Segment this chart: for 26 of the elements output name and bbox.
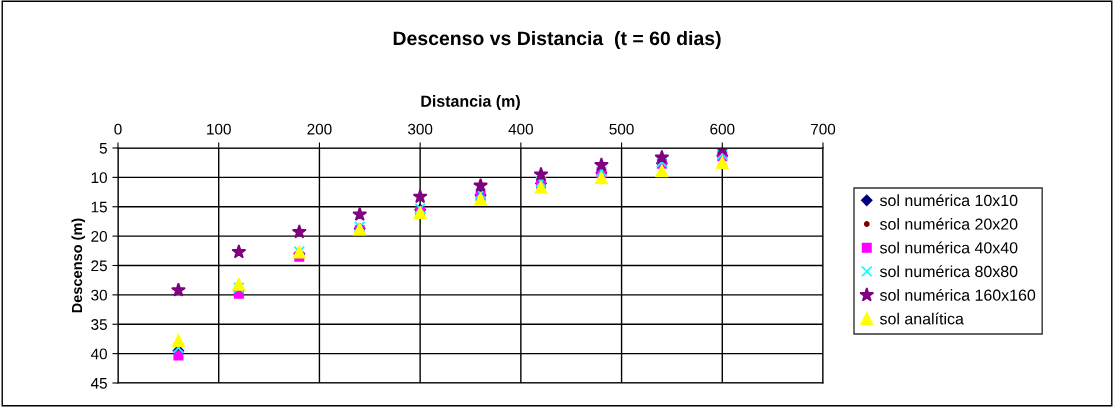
legend-label: sol numérica 10x10 [879,194,1018,207]
x-tick-label: 700 [811,123,836,135]
y-tick-label: 20 [91,230,107,242]
y-axis-title: Descenso (m) [71,218,86,313]
chart-title: Descenso vs Distancia (t = 60 dias) [393,30,721,50]
y-tick-label: 25 [91,260,107,272]
legend-label: sol numérica 80x80 [879,265,1018,278]
y-tick-label: 45 [90,378,107,389]
x-tick-label: 500 [609,123,634,135]
legend-label: sol analítica [879,312,964,325]
x-tick-label: 600 [710,123,735,135]
x-tick-label: 300 [407,123,433,135]
y-tick-label: 40 [90,348,107,360]
x-axis-title: Distancia (m) [421,95,520,110]
x-tick-label: 0 [114,123,122,135]
legend-label: sol numérica 20x20 [879,217,1018,230]
y-tick-label: 15 [91,201,107,213]
y-tick-label: 10 [91,172,107,184]
y-tick-label: 5 [99,143,107,154]
y-tick-label: 30 [91,289,107,301]
x-tick-label: 400 [508,123,534,135]
legend-label: sol numérica 160x160 [879,288,1036,301]
x-tick-label: 200 [307,123,332,135]
x-tick-label: 100 [207,123,231,135]
legend-label: sol numérica 40x40 [879,241,1018,254]
y-tick-label: 35 [91,319,107,330]
